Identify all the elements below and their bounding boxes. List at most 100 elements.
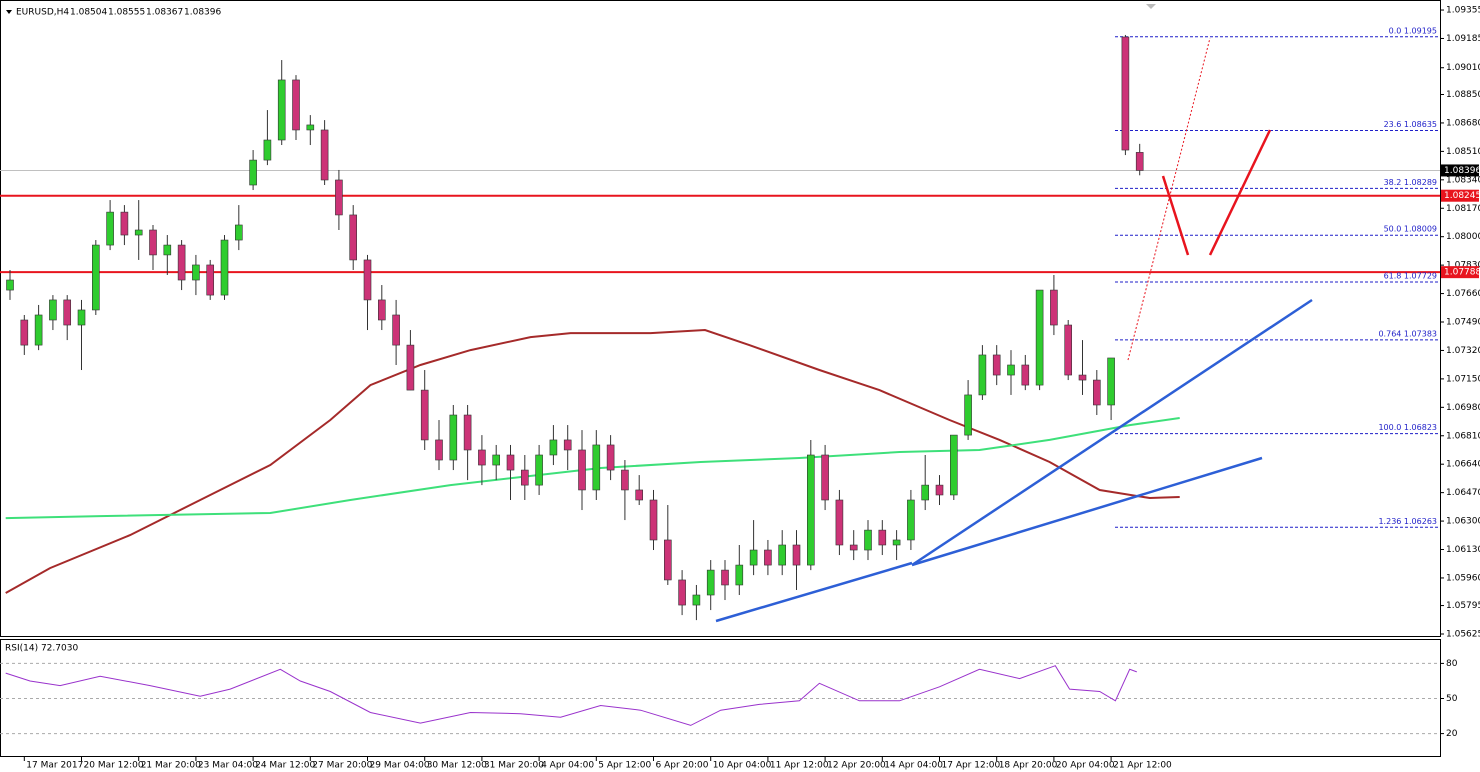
trend-line [911, 456, 1263, 567]
candle-body [807, 454, 815, 566]
y-tick-label: 1.08000 [1446, 232, 1480, 242]
fib-label: 38.2 1.08289 [1384, 178, 1437, 187]
candle-body [878, 529, 887, 546]
candle-body [606, 444, 615, 471]
y-tick-label: 1.08680 [1446, 118, 1480, 128]
x-tick-label: 10 Apr 04:00 [713, 761, 772, 771]
candle-body [521, 469, 529, 486]
candle-body [764, 549, 772, 566]
candle-body [864, 529, 872, 551]
fib-label: 100.0 1.06823 [1378, 423, 1437, 432]
level-box [1441, 266, 1479, 279]
x-tick-label: 4 Apr 04:00 [541, 761, 594, 771]
trend-line [911, 298, 1313, 567]
candle-body [792, 544, 801, 566]
main-pane [0, 0, 1441, 637]
trend-line [715, 561, 913, 623]
symbol-title: EURUSD,H4 [16, 8, 69, 18]
candle-body [49, 299, 57, 321]
x-tick-label: 31 Mar 20:00 [484, 761, 544, 771]
candle-body [249, 159, 257, 186]
y-tick-label: 1.06640 [1446, 460, 1480, 470]
y-tick-label: 1.07150 [1446, 374, 1480, 384]
candle-body [349, 214, 358, 261]
candle-body [706, 569, 715, 596]
y-tick-label: 1.06470 [1446, 488, 1480, 498]
candle-body [177, 244, 186, 281]
x-tick-label: 27 Mar 20:00 [312, 761, 372, 771]
candle-body [835, 499, 844, 546]
candle-body [106, 211, 114, 246]
candle-body [535, 454, 543, 486]
y-tick-label: 1.07660 [1446, 289, 1480, 299]
y-tick-label: 1.09355 [1446, 6, 1480, 16]
candle-body [134, 229, 143, 236]
candle-body [77, 309, 86, 326]
candle-body [120, 211, 129, 236]
x-tick-label: 30 Mar 12:00 [427, 761, 487, 771]
shift-marker [1146, 4, 1156, 9]
candle-body [563, 439, 572, 451]
x-tick-label: 12 Apr 20:00 [827, 761, 886, 771]
projection-line [1127, 37, 1211, 361]
candle-body [435, 439, 443, 461]
candle-body [235, 224, 243, 241]
y-tick-label: 80 [1446, 659, 1458, 669]
candle-body [1121, 36, 1130, 151]
candle-body [420, 389, 429, 441]
candle-body [263, 139, 272, 161]
y-tick-label: 50 [1446, 694, 1458, 704]
y-tick-label: 1.07320 [1446, 346, 1480, 356]
candle-body [892, 539, 901, 546]
y-tick-label: 1.08340 [1446, 175, 1480, 185]
x-tick-label: 20 Mar 12:00 [84, 761, 144, 771]
candle-body [721, 569, 729, 586]
candle-body [821, 454, 829, 501]
candle-body [1135, 152, 1144, 171]
x-tick-label: 18 Apr 20:00 [999, 761, 1058, 771]
candle-body [277, 79, 286, 141]
candle-body [921, 484, 930, 501]
candle-body [664, 539, 672, 581]
candle-body [20, 319, 29, 346]
candle-body [1107, 357, 1115, 406]
header-value: 1.08555 [108, 8, 145, 18]
candle-body [1078, 374, 1087, 381]
candle-body [935, 484, 944, 496]
candle-body [1050, 289, 1058, 326]
scenario-arrow [1161, 175, 1190, 256]
y-tick-label: 1.07490 [1446, 318, 1480, 328]
candle-body [335, 179, 343, 216]
x-tick-label: 21 Apr 12:00 [1113, 761, 1172, 771]
level-label: 1.08245 [1444, 191, 1480, 201]
candle-body [506, 454, 515, 471]
current-price-box [1441, 164, 1479, 177]
candle-body [406, 344, 415, 391]
current-price-label: 1.08396 [1444, 166, 1480, 176]
fib-label: 1.236 1.06263 [1378, 517, 1437, 526]
candle-body [749, 549, 758, 566]
y-tick-label: 1.09185 [1446, 34, 1480, 44]
candle-body [649, 499, 658, 541]
candle-body [378, 299, 386, 321]
x-tick-label: 6 Apr 20:00 [656, 761, 709, 771]
candle-body [306, 124, 315, 131]
fib-label: 0.0 1.09195 [1389, 26, 1437, 35]
candle-body [163, 244, 172, 256]
candle-body [463, 414, 472, 451]
candle-body [492, 454, 501, 466]
candle-body [6, 279, 14, 291]
candle-body [778, 544, 787, 566]
y-tick-label: 1.05960 [1446, 573, 1480, 583]
menu-arrow [6, 10, 12, 14]
candle-body [478, 449, 486, 466]
candle-body [1093, 379, 1101, 406]
fib-label: 61.8 1.07729 [1384, 272, 1437, 281]
candle-body [992, 354, 1001, 376]
candle-body [578, 449, 586, 491]
candle-body [849, 544, 858, 551]
candle-body [1021, 364, 1030, 386]
header-value: 1.08504 [70, 8, 107, 18]
candle-body [950, 434, 958, 496]
